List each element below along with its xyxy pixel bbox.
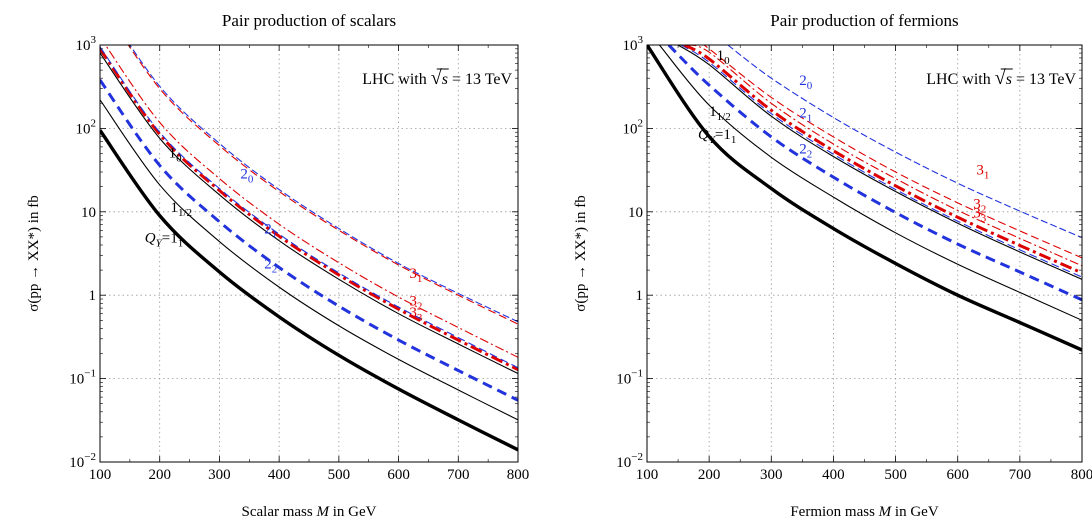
curve-label: 22 [799,142,812,161]
series-line-q3_1 [702,45,1082,259]
energy-annotation-text: LHC with √s = 13 TeV [362,67,512,89]
series-line-q1_half [659,45,1082,321]
series-line-q1_0 [100,52,518,375]
x-tick-label: 400 [268,467,291,483]
y-axis-label: σ(pp → XX*) in fb [573,195,589,311]
y-tick-label: 103 [76,34,97,54]
y-tick-label: 10−2 [616,451,643,471]
curve-label: 21 [264,221,277,240]
series-line-q1_half [100,99,518,421]
x-tick-label: 500 [328,467,351,483]
x-tick-label: 600 [946,467,969,483]
x-tick-label: 100 [636,467,659,483]
x-tick-label: 200 [148,467,171,483]
series-line-q3_3 [683,45,1082,275]
x-tick-label: 100 [89,467,112,483]
curve-label: 32 [409,294,422,313]
x-tick-label: 300 [760,467,783,483]
series-line-q3_2 [104,45,518,358]
y-tick-label: 10−1 [69,368,96,388]
x-tick-label: 800 [1071,467,1092,483]
x-tick-label: 400 [822,467,845,483]
curve-label: 32 [973,196,986,215]
y-tick-label: 102 [76,117,97,137]
chart-title: Pair production of fermions [770,11,958,30]
fermion-cross-section-chart: 100 200 300 400 500 600 700 800 10−2 10−1 1 10 102 10… [573,11,1092,520]
y-tick-label: 102 [623,117,644,137]
plot-frame [99,44,519,463]
curve-label: 20 [240,167,254,186]
series-line-q1_1 [647,45,1082,352]
scalar-cross-section-chart: 100 200 300 400 500 600 700 800 10−2 10−1 1 10 102 10… [26,11,530,520]
energy-annotation: LHC with √s = 13 TeV [362,67,512,89]
y-tick-label: 10 [628,205,643,221]
curve-label: QY=11 [698,127,736,146]
curve-label: 33 [409,305,423,324]
curve-label: 10 [717,48,731,67]
x-tick-label: 800 [507,467,530,483]
x-tick-label: 200 [698,467,721,483]
series-line-q2_0 [727,45,1082,239]
curve-label: 33 [973,206,987,225]
curve-label: 11/2 [170,200,192,219]
x-tick-label: 500 [884,467,907,483]
x-axis-label: Scalar mass M in GeV [242,504,377,520]
energy-annotation: LHC with √s = 13 TeV [926,67,1076,89]
curve-label: 20 [799,73,813,92]
curve-label: 21 [799,106,812,125]
y-tick-label: 10−1 [616,368,643,388]
x-tick-label: 700 [447,467,470,483]
curve-label: QY=11 [145,230,183,249]
curve-label: 10 [169,145,183,164]
x-axis-label: Fermion mass M in GeV [790,504,939,520]
x-tick-label: 300 [208,467,231,483]
y-tick-label: 103 [623,34,644,54]
series-line-q2_2 [667,45,1082,302]
curve-label: 31 [409,266,422,285]
chart-title: Pair production of scalars [222,11,396,30]
x-tick-label: 600 [387,467,410,483]
series-line-q1_0 [677,45,1082,280]
y-axis-label: σ(pp → XX*) in fb [26,195,42,311]
y-tick-label: 1 [89,288,97,304]
energy-annotation-text: LHC with √s = 13 TeV [926,67,1076,89]
y-tick-label: 10 [81,205,96,221]
series-line-q3_3 [100,47,518,372]
series-line-q3_2 [687,45,1082,267]
series-line-q1_1 [100,129,518,452]
series-line-q2_1 [100,46,518,369]
curve-label: 22 [264,256,277,275]
y-tick-label: 1 [636,288,644,304]
x-tick-label: 700 [1009,467,1032,483]
series-line-q3_1 [127,45,518,325]
curve-label: 31 [976,163,989,182]
y-tick-label: 10−2 [69,451,96,471]
series-line-q2_2 [100,79,518,402]
series-line-q2_0 [129,45,518,323]
curve-label: 11/2 [709,104,731,123]
